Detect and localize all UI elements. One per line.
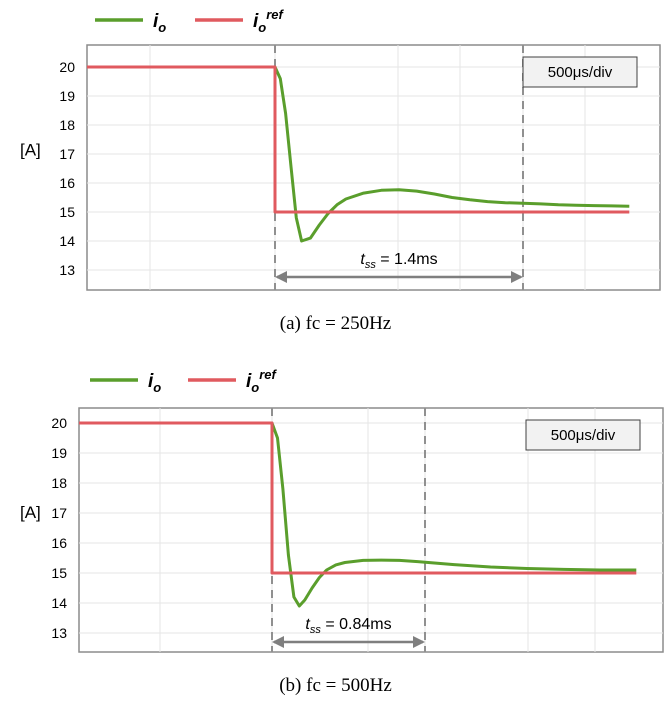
y-tick-label: 20 [59, 59, 75, 75]
y-tick-label: 18 [51, 475, 67, 491]
tss-symbol: t [360, 251, 365, 268]
legend-subscript: o [153, 380, 161, 395]
y-tick-label: 13 [51, 625, 67, 641]
legend-label-io_ref: ioref [246, 367, 278, 395]
tss-arrow-head-right [511, 271, 523, 283]
chart-panel-a: 20 19 18 17 16 15 14 13 [A] tss = 1.4ms 500μs/div i… [0, 0, 671, 345]
time-scale-label: 500μs/div [548, 64, 613, 81]
time-scale-label: 500μs/div [551, 427, 616, 444]
tss-arrow-head-right [413, 636, 425, 648]
legend-subscript: o [251, 380, 259, 395]
tss-symbol: t [305, 616, 310, 633]
legend-label-io: io [148, 371, 161, 395]
tss-subscript: ss [365, 259, 377, 271]
y-tick-label: 19 [51, 445, 67, 461]
y-tick-label: 15 [59, 204, 75, 220]
legend-symbol: i [253, 11, 259, 32]
y-tick-label: 19 [59, 88, 75, 104]
tss-annotation: tss = 1.4ms [360, 251, 437, 271]
chart-svg-b: 20 19 18 17 16 15 14 13 [A] tss = 0.84ms 500μs/div… [20, 367, 664, 653]
legend-symbol: i [153, 11, 159, 32]
y-tick-label: 18 [59, 117, 75, 133]
chart-caption-a: (a) fc = 250Hz [279, 313, 392, 334]
time-scale-box [525, 419, 641, 451]
chart-caption-b: (b) fc = 500Hz [279, 675, 392, 696]
y-tick-label: 13 [59, 262, 75, 278]
y-tick-label: 17 [51, 505, 67, 521]
y-tick-label: 17 [59, 146, 75, 162]
legend-label-io: io [153, 11, 166, 35]
y-tick-label: 15 [51, 565, 67, 581]
y-tick-label: 14 [59, 233, 75, 249]
chart-panel-b: 20 19 18 17 16 15 14 13 [A] tss = 0.84ms 500μs/div… [0, 355, 671, 705]
tss-value: = 0.84ms [321, 616, 392, 633]
y-axis-label: [A] [20, 503, 41, 522]
legend-symbol: i [148, 371, 154, 392]
legend-subscript: o [258, 20, 266, 35]
series-line-io [79, 421, 637, 608]
legend-superscript: ref [266, 7, 284, 22]
time-scale-box [522, 56, 638, 88]
legend-superscript: ref [259, 367, 277, 382]
series-line-io_ref [79, 421, 637, 575]
tss-arrow-head-left [272, 636, 284, 648]
tss-subscript: ss [310, 624, 322, 636]
tss-arrow-head-left [275, 271, 287, 283]
chart-svg-a: 20 19 18 17 16 15 14 13 [A] tss = 1.4ms 500μs/div i… [20, 7, 661, 291]
legend-subscript: o [158, 20, 166, 35]
y-tick-label: 14 [51, 595, 67, 611]
tss-annotation: tss = 0.84ms [305, 616, 391, 636]
series-line-io [87, 65, 630, 243]
y-axis-label: [A] [20, 141, 41, 160]
legend-label-io_ref: ioref [253, 7, 285, 35]
tss-value: = 1.4ms [376, 251, 438, 268]
y-tick-label: 16 [51, 535, 67, 551]
y-tick-label: 16 [59, 175, 75, 191]
y-tick-label: 20 [51, 415, 67, 431]
legend-symbol: i [246, 371, 252, 392]
series-line-io_ref [87, 65, 630, 214]
